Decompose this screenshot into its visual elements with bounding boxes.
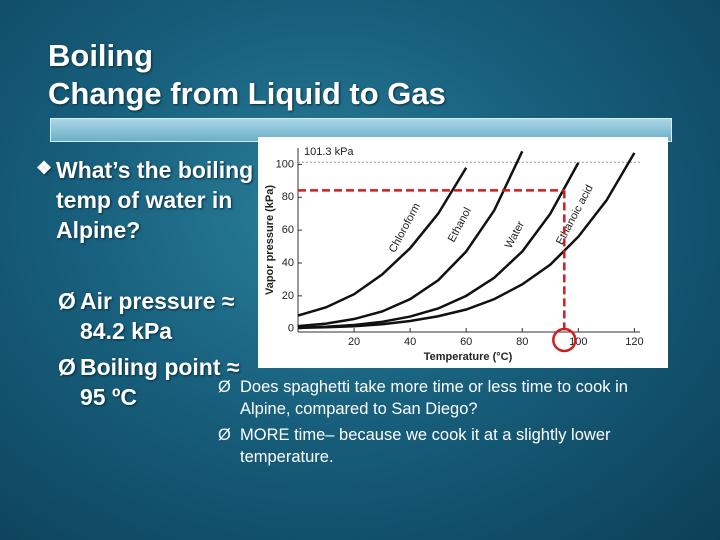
x-axis-label: Temperature (°C) — [424, 351, 513, 363]
x-tick-label: 20 — [348, 336, 360, 348]
x-tick-label: 80 — [516, 336, 528, 348]
x-tick-label: 120 — [625, 336, 643, 348]
note: MORE time– because we cook it at a sligh… — [218, 424, 660, 468]
x-tick-label: 60 — [460, 336, 472, 348]
y-axis-label: Vapor pressure (kPa) — [264, 185, 276, 295]
title-line: Boiling — [48, 38, 154, 73]
y-tick-label: 100 — [276, 158, 294, 170]
x-tick-label: 100 — [569, 336, 587, 348]
y-tick-label: 0 — [288, 323, 294, 335]
title-line: Change from Liquid to Gas — [48, 76, 446, 111]
curve-label: Chloroform — [387, 201, 423, 255]
curve — [297, 162, 580, 329]
chart: Vapor pressure (kPa) Temperature (°C) 0 2… — [258, 137, 668, 368]
curve-label: Ethanoic acid — [554, 183, 596, 247]
point: Boiling point ≈ 95 ºC — [58, 352, 260, 412]
note: Does spaghetti take more time or less ti… — [218, 376, 660, 420]
curve-label: Ethanol — [446, 206, 474, 245]
standard-pressure-label: 101.3 kPa — [304, 146, 354, 158]
curve — [297, 167, 468, 317]
curve — [297, 152, 636, 330]
y-tick-label: 40 — [282, 257, 294, 269]
question: What’s the boiling temp of water in Alpi… — [36, 153, 256, 245]
curve-label: Water — [503, 219, 527, 250]
x-tick-label: 40 — [404, 336, 416, 348]
point: Air pressure ≈ 84.2 kPa — [58, 286, 255, 346]
y-tick-label: 20 — [282, 290, 294, 302]
y-tick-label: 60 — [282, 224, 294, 236]
reference-circle — [552, 327, 577, 353]
curve — [297, 150, 524, 328]
y-tick-label: 80 — [282, 191, 294, 203]
